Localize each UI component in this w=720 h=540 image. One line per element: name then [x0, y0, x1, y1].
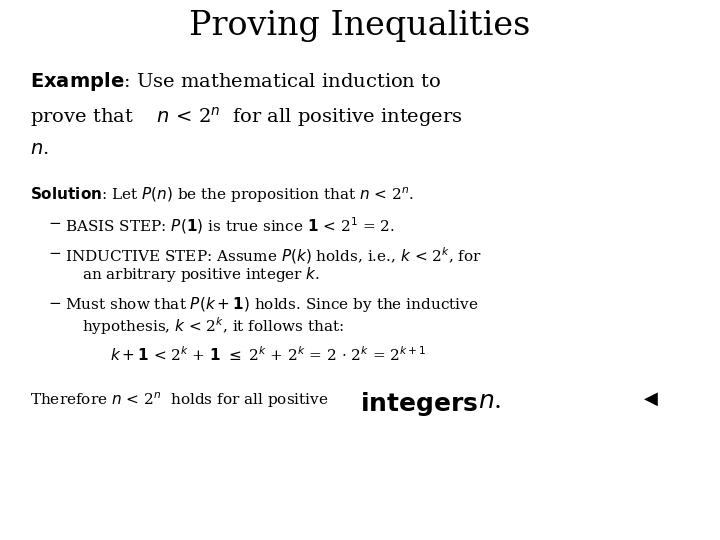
- Text: $k+\mathbf{1}$ < 2$^k$ + $\mathbf{1}$ $\leq$ 2$^k$ + 2$^k$ = 2 $\cdot$ 2$^k$ = 2: $k+\mathbf{1}$ < 2$^k$ + $\mathbf{1}$ $\…: [110, 345, 427, 364]
- Text: $-$: $-$: [48, 215, 61, 229]
- Text: $\mathbf{Example}$: Use mathematical induction to: $\mathbf{Example}$: Use mathematical ind…: [30, 70, 441, 93]
- Text: Must show that $P(k + \mathbf{1})$ holds. Since by the inductive: Must show that $P(k + \mathbf{1})$ holds…: [65, 295, 479, 314]
- Text: an arbitrary positive integer $k$.: an arbitrary positive integer $k$.: [82, 265, 320, 284]
- Text: prove that    $n$ < 2$^n$  for all positive integers: prove that $n$ < 2$^n$ for all positive …: [30, 105, 463, 129]
- Text: INDUCTIVE STEP: Assume $P(k)$ holds, i.e., $k$ < 2$^k$, for: INDUCTIVE STEP: Assume $P(k)$ holds, i.e…: [65, 245, 482, 266]
- Text: $\mathit{n}$.: $\mathit{n}$.: [478, 390, 501, 413]
- Text: $\mathbf{Solution}$: Let $P(n)$ be the proposition that $n$ < 2$^n$.: $\mathbf{Solution}$: Let $P(n)$ be the p…: [30, 185, 414, 205]
- Text: Proving Inequalities: Proving Inequalities: [189, 10, 531, 42]
- Text: $-$: $-$: [48, 295, 61, 309]
- Text: BASIS STEP: $P(\mathbf{1})$ is true since $\mathbf{1}$ < 2$^1$ = 2.: BASIS STEP: $P(\mathbf{1})$ is true sinc…: [65, 215, 395, 235]
- Text: hypothesis, $k$ < 2$^k$, it follows that:: hypothesis, $k$ < 2$^k$, it follows that…: [82, 315, 344, 337]
- Text: $\blacktriangleleft$: $\blacktriangleleft$: [640, 390, 660, 408]
- Text: $n$.: $n$.: [30, 140, 49, 158]
- Text: Therefore $n$ < 2$^n$  holds for all positive: Therefore $n$ < 2$^n$ holds for all posi…: [30, 390, 330, 410]
- Text: $-$: $-$: [48, 245, 61, 259]
- Text: $\mathbf{integers}$: $\mathbf{integers}$: [360, 390, 478, 418]
